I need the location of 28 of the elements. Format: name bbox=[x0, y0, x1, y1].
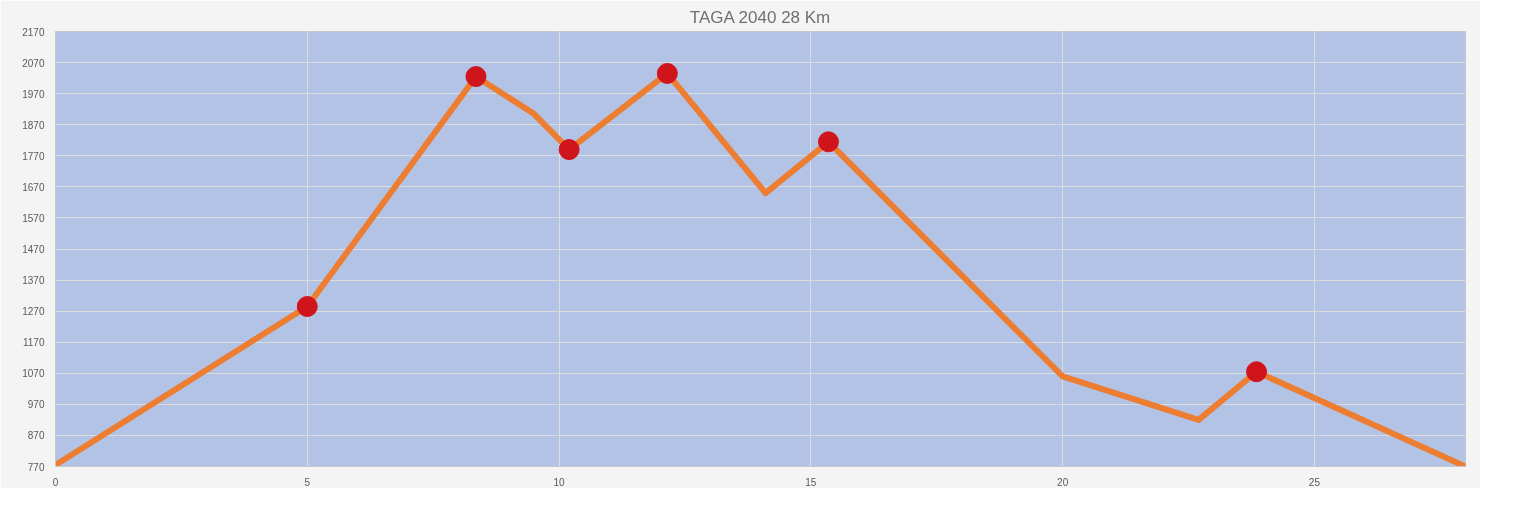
point bbox=[1246, 361, 1268, 383]
y-tick-label: 870 bbox=[27, 430, 45, 442]
point bbox=[465, 66, 487, 88]
y-tick-label: 770 bbox=[27, 461, 45, 473]
point bbox=[817, 131, 839, 153]
y-tick-label: 1770 bbox=[22, 150, 45, 162]
y-tick-label: 1470 bbox=[22, 244, 45, 255]
chart-title: TAGA 2040 28 Km bbox=[689, 7, 831, 27]
y-tick-label: 2170 bbox=[22, 26, 45, 38]
y-tick-label: 2070 bbox=[22, 57, 45, 69]
x-tick-label: 10 bbox=[553, 476, 566, 488]
y-tick-label: 1270 bbox=[22, 306, 45, 318]
point bbox=[656, 62, 678, 84]
x-tick-label: 0 bbox=[52, 476, 59, 488]
y-tick-label: 1070 bbox=[22, 368, 45, 380]
y-tick-label: 1870 bbox=[22, 119, 45, 131]
y-tick-label: 1370 bbox=[22, 275, 45, 287]
point bbox=[558, 139, 580, 161]
x-tick-label: 15 bbox=[805, 476, 817, 488]
y-tick-label: 1570 bbox=[22, 212, 45, 224]
y-tick-label: 1670 bbox=[22, 181, 45, 193]
x-tick-label: 25 bbox=[1308, 476, 1321, 488]
x-tick-label: 5 bbox=[304, 476, 311, 488]
point bbox=[296, 296, 318, 317]
y-tick-label: 970 bbox=[27, 399, 45, 411]
y-tick-label: 1170 bbox=[23, 337, 45, 349]
y-tick-label: 1970 bbox=[22, 88, 45, 100]
x-tick-label: 20 bbox=[1057, 476, 1069, 488]
